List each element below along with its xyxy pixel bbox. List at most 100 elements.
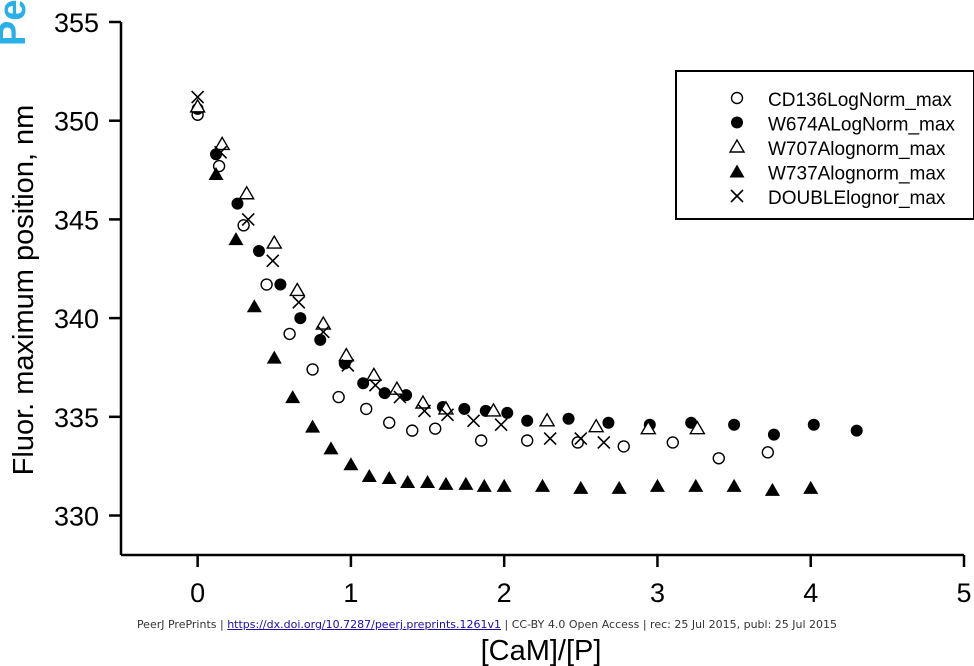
x-tick-label: 3 — [650, 578, 665, 608]
data-point-filled-circle — [767, 428, 780, 441]
data-point-filled-triangle — [208, 167, 224, 181]
data-point-open-triangle — [538, 412, 556, 427]
data-point-open-triangle — [365, 366, 383, 382]
data-point-x — [368, 378, 382, 392]
data-point-open-circle — [406, 424, 419, 437]
data-point-x — [241, 212, 255, 226]
data-point-open-triangle — [689, 420, 706, 435]
legend-marker-x — [730, 189, 744, 203]
data-point-filled-triangle — [420, 474, 436, 488]
data-point-filled-triangle — [803, 480, 819, 494]
preprint-footer: PeerJ PrePrints | https://dx.doi.org/10.… — [0, 618, 974, 631]
data-point-open-circle — [332, 390, 345, 404]
data-point-filled-triangle — [458, 476, 474, 490]
data-point-open-triangle — [189, 98, 206, 113]
data-point-filled-triangle — [476, 478, 492, 492]
y-tick-label: 335 — [54, 403, 99, 433]
data-point-x — [214, 145, 228, 159]
data-point-filled-triangle — [438, 476, 454, 490]
data-point-x — [597, 435, 611, 450]
data-point-x — [341, 358, 355, 373]
data-point-open-circle — [283, 327, 296, 341]
data-point-open-triangle — [388, 380, 406, 395]
data-point-open-circle — [429, 422, 442, 435]
x-tick-label: 2 — [497, 578, 512, 608]
data-point-open-circle — [260, 278, 273, 291]
data-point-open-circle — [761, 446, 775, 459]
data-point-open-triangle — [238, 185, 255, 200]
data-point-filled-circle — [562, 412, 575, 425]
data-point-open-circle — [617, 440, 630, 453]
x-axis-label: [CaM]/[P] — [481, 635, 602, 666]
data-point-filled-triangle — [535, 478, 550, 492]
data-point-x — [191, 90, 205, 104]
data-point-open-triangle — [587, 418, 605, 433]
legend-label: W674ALogNorm_max — [768, 115, 955, 136]
data-point-filled-triangle — [305, 419, 321, 433]
legend-box — [675, 70, 974, 220]
legend-marker-filled-circle — [731, 116, 743, 129]
legend-label: CD136LogNorm_max — [768, 90, 952, 111]
data-point-filled-triangle — [285, 390, 301, 404]
data-point-filled-triangle — [726, 478, 742, 492]
data-point-filled-triangle — [611, 480, 627, 494]
data-point-filled-triangle — [573, 480, 589, 494]
data-point-open-triangle — [289, 282, 306, 297]
y-axis-label: Fluor. maximum position, nm — [8, 105, 40, 476]
legend-marker-open-triangle — [728, 138, 746, 153]
y-tick-label: 350 — [54, 107, 99, 137]
data-point-x — [574, 431, 588, 446]
legend-label: DOUBLElognor_max — [768, 188, 946, 209]
legend-marker-filled-triangle — [729, 164, 745, 178]
y-tick-label: 355 — [54, 8, 99, 38]
data-point-filled-triangle — [764, 482, 780, 496]
data-point-filled-triangle — [381, 471, 397, 485]
data-point-x — [316, 325, 330, 339]
data-point-filled-triangle — [496, 478, 512, 492]
data-point-filled-triangle — [323, 441, 339, 455]
data-point-x — [543, 431, 557, 446]
footer-suffix: | CC-BY 4.0 Open Access | rec: 25 Jul 20… — [501, 618, 838, 631]
data-point-filled-circle — [501, 406, 514, 419]
data-point-filled-triangle — [246, 299, 262, 313]
doi-link[interactable]: https://dx.doi.org/10.7287/peerj.preprin… — [227, 618, 502, 631]
data-point-filled-circle — [231, 197, 244, 210]
data-point-x — [393, 390, 407, 404]
data-point-open-triangle — [213, 136, 231, 151]
data-point-x — [292, 295, 306, 309]
data-point-filled-circle — [807, 418, 820, 431]
data-point-filled-triangle — [361, 469, 377, 483]
data-point-open-circle — [306, 363, 319, 376]
data-point-open-circle — [474, 434, 488, 447]
data-point-filled-circle — [294, 312, 307, 325]
data-point-x — [417, 404, 432, 418]
data-point-open-triangle — [338, 347, 355, 362]
data-point-x — [440, 408, 455, 422]
data-point-filled-circle — [252, 244, 265, 257]
data-point-open-triangle — [640, 420, 657, 435]
data-point-filled-circle — [521, 414, 534, 427]
data-point-filled-circle — [602, 416, 615, 429]
data-point-filled-triangle — [343, 457, 359, 471]
data-point-filled-triangle — [688, 478, 704, 492]
data-point-open-circle — [520, 434, 534, 447]
data-point-x — [494, 418, 508, 432]
data-point-filled-circle — [850, 424, 863, 437]
data-point-open-circle — [237, 219, 250, 232]
data-point-open-triangle — [315, 315, 332, 330]
legend-label: W737Alognorm_max — [768, 164, 946, 185]
footer-prefix: PeerJ PrePrints | — [136, 618, 228, 631]
data-point-open-triangle — [266, 234, 283, 249]
legend-marker-open-circle — [730, 91, 744, 105]
data-point-open-circle — [383, 416, 396, 429]
data-point-filled-triangle — [649, 478, 665, 492]
data-point-filled-circle — [728, 418, 741, 431]
legend: CD136LogNorm_max W674ALogNorm_max W707Alog… — [675, 70, 974, 220]
data-point-filled-circle — [458, 402, 471, 415]
x-tick-label: 0 — [190, 578, 205, 608]
data-point-open-triangle — [414, 394, 432, 409]
x-tick-label: 5 — [956, 578, 971, 608]
x-tick-label: 1 — [343, 578, 358, 608]
